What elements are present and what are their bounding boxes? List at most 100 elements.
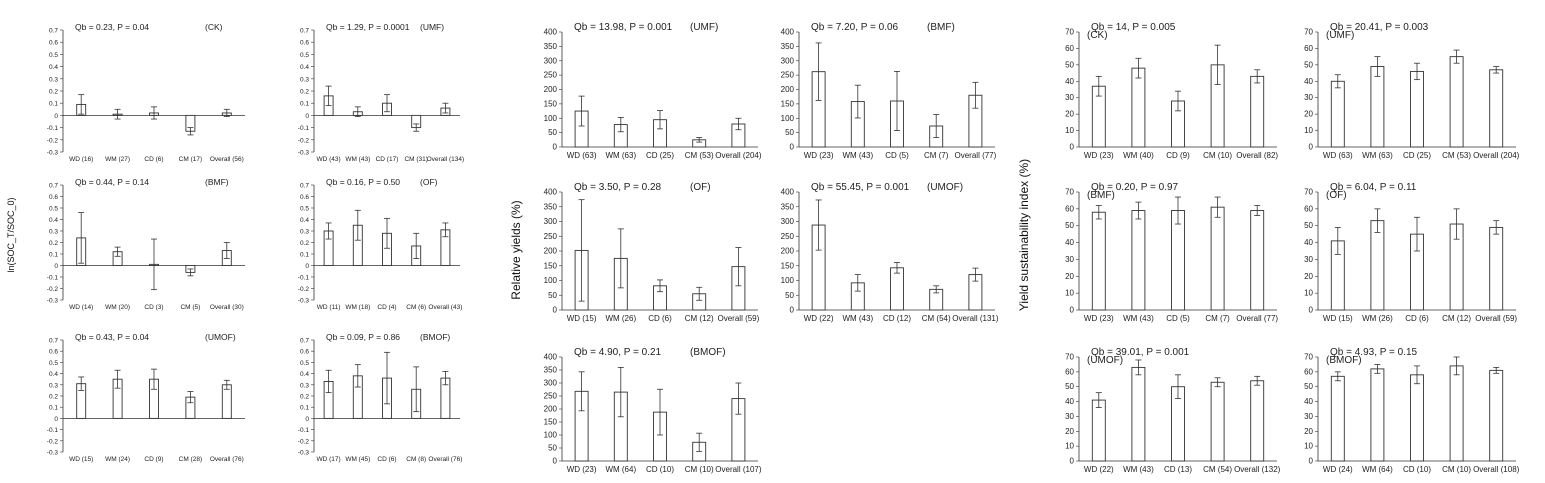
y-tick-label: 10 (1065, 442, 1074, 451)
y-tick-label: 50 (785, 128, 794, 137)
y-tick-label: -0.1 (47, 125, 59, 132)
x-category-label: CD (5) (1166, 314, 1190, 323)
x-category-label: CM (53) (685, 151, 714, 160)
chart-panel-soc-umof: -0.3 -0.2 -0.1 0 0.1 0.2 0.3 0.4 0.5 0.6 0.7 Qb = 0… (47, 332, 245, 463)
y-tick-label: 0.1 (300, 252, 309, 259)
x-category-label: WM (20) (105, 304, 130, 311)
y-tick-label: 40 (1065, 77, 1074, 86)
y-tick-label: 0.2 (300, 240, 309, 247)
x-category-label: WM (26) (1362, 314, 1393, 323)
bar (890, 267, 904, 311)
chart-panel-ysi-of: 0 10 20 30 40 50 60 70 Qb = 6.04, P = 0.11(OF) WD… (1304, 182, 1517, 323)
chart-panel-ysi-bmof: 0 10 20 30 40 50 60 70 Qb = 4.93, P = 0.15(BMOF)… (1304, 347, 1520, 474)
y-tick-label: 400 (544, 28, 558, 37)
x-category-label: CM (17) (179, 156, 202, 163)
y-tick-label: 250 (544, 232, 558, 241)
treatment-label: (UMF) (690, 22, 718, 33)
y-tick-label: 350 (544, 202, 558, 211)
x-category-label: CD (6) (648, 314, 672, 323)
y-tick-label: 0 (553, 457, 558, 466)
treatment-label: (CK) (205, 22, 223, 32)
bar (1091, 211, 1106, 311)
bar (1250, 210, 1265, 311)
y-tick-label: 0 (305, 113, 309, 120)
y-tick-label: 0 (553, 143, 558, 152)
y-tick-label: -0.3 (47, 450, 59, 457)
y-tick-label: 50 (548, 444, 557, 453)
stats-annotation: Qb = 0.23, P = 0.04 (75, 22, 149, 32)
x-category-label: WM (43) (1123, 314, 1154, 323)
y-tick-label: 0.1 (300, 101, 309, 108)
y-tick-label: 0.7 (300, 338, 309, 345)
y-tick-label: -0.3 (298, 450, 310, 457)
y-tick-label: -0.1 (298, 125, 310, 132)
x-category-label: WM (26) (605, 314, 636, 323)
x-category-label: CD (25) (1403, 151, 1431, 160)
x-category-label: CD (13) (1164, 465, 1192, 474)
x-category-label: WD (23) (567, 465, 597, 474)
y-tick-label: 100 (544, 431, 558, 440)
x-category-label: WM (27) (105, 156, 130, 163)
bar (1171, 210, 1185, 311)
y-tick-label: 0 (305, 263, 309, 270)
y-tick-label: 400 (781, 188, 795, 197)
bar (1449, 56, 1464, 148)
x-category-label: WD (43) (316, 156, 340, 163)
x-category-label: WD (14) (69, 304, 93, 311)
stats-annotation: Qb = 0.16, P = 0.50 (326, 177, 400, 187)
y-tick-label: 100 (544, 114, 558, 123)
stats-annotation: Qb = 1.29, P = 0.0001 (326, 22, 410, 32)
x-category-label: CD (6) (144, 156, 163, 163)
chart-panel-ry-bmf: 0 50 100 150 200 250 300 350 400 Qb = 7.20, P = 0… (781, 22, 997, 160)
bar (1370, 66, 1385, 148)
stats-annotation: Qb = 3.50, P = 0.28 (574, 182, 662, 193)
chart-panel-ysi-ck: 0 10 20 30 40 50 60 70 Qb = 14, P = 0.005(CK) WD … (1065, 22, 1278, 160)
y-tick-label: 100 (781, 114, 795, 123)
x-category-label: Overall (82) (1236, 151, 1278, 160)
chart-panel-soc-ck: -0.3 -0.2 -0.1 0 0.1 0.2 0.3 0.4 0.5 0.6 0.7 Qb = 0… (47, 22, 245, 163)
stats-annotation: Qb = 4.90, P = 0.21 (574, 347, 662, 358)
x-category-label: CD (3) (144, 304, 163, 311)
y-tick-label: 350 (781, 202, 795, 211)
x-category-label: CM (12) (685, 314, 714, 323)
y-tick-label: 0 (54, 416, 58, 423)
x-category-label: CD (12) (883, 314, 911, 323)
y-tick-label: 0.2 (300, 89, 309, 96)
x-category-label: WM (45) (345, 456, 370, 463)
bar (1489, 69, 1504, 148)
y-tick-label: 150 (544, 418, 558, 427)
bar (1091, 399, 1106, 462)
chart-panel-ry-umof: 0 50 100 150 200 250 300 350 400 Qb = 55.45, P = … (781, 182, 999, 323)
y-tick-label: 70 (1304, 188, 1313, 197)
bar (1410, 374, 1424, 462)
y-tick-label: 0.5 (49, 206, 58, 213)
y-tick-label: 250 (544, 392, 558, 401)
y-tick-label: 0 (1309, 457, 1314, 466)
y-tick-label: 0.6 (300, 194, 309, 201)
stats-annotation: Qb = 0.43, P = 0.04 (75, 332, 149, 342)
y-tick-label: 0.3 (49, 76, 58, 83)
middle-y-axis-label: Relative yields (%) (509, 200, 523, 299)
y-tick-label: -0.2 (47, 137, 59, 144)
x-category-label: WM (43) (842, 314, 873, 323)
x-category-label: WM (43) (842, 151, 873, 160)
y-tick-label: -0.2 (47, 286, 59, 293)
treatment-label: (BMF) (205, 177, 229, 187)
y-tick-label: 350 (781, 42, 795, 51)
y-tick-label: 30 (1065, 255, 1074, 264)
y-tick-label: 10 (1304, 289, 1313, 298)
bar (1489, 226, 1504, 311)
stats-annotation: Qb = 7.20, P = 0.06 (811, 22, 899, 33)
y-tick-label: 0.4 (49, 217, 58, 224)
treatment-label: (OF) (420, 177, 438, 187)
y-tick-label: -0.2 (298, 137, 310, 144)
x-category-label: WD (22) (804, 314, 834, 323)
x-category-label: CM (8) (406, 456, 426, 463)
y-tick-label: 60 (1304, 204, 1313, 213)
y-tick-label: 0.1 (49, 405, 58, 412)
stats-annotation: Qb = 0.20, P = 0.97 (1091, 182, 1179, 193)
bar (1131, 67, 1146, 148)
y-tick-label: -0.1 (47, 427, 59, 434)
chart-panel-soc-bmof: -0.3 -0.2 -0.1 0 0.1 0.2 0.3 0.4 0.5 0.6 0.7 Qb = 0… (298, 332, 463, 463)
stats-annotation: Qb = 55.45, P = 0.001 (811, 182, 910, 193)
